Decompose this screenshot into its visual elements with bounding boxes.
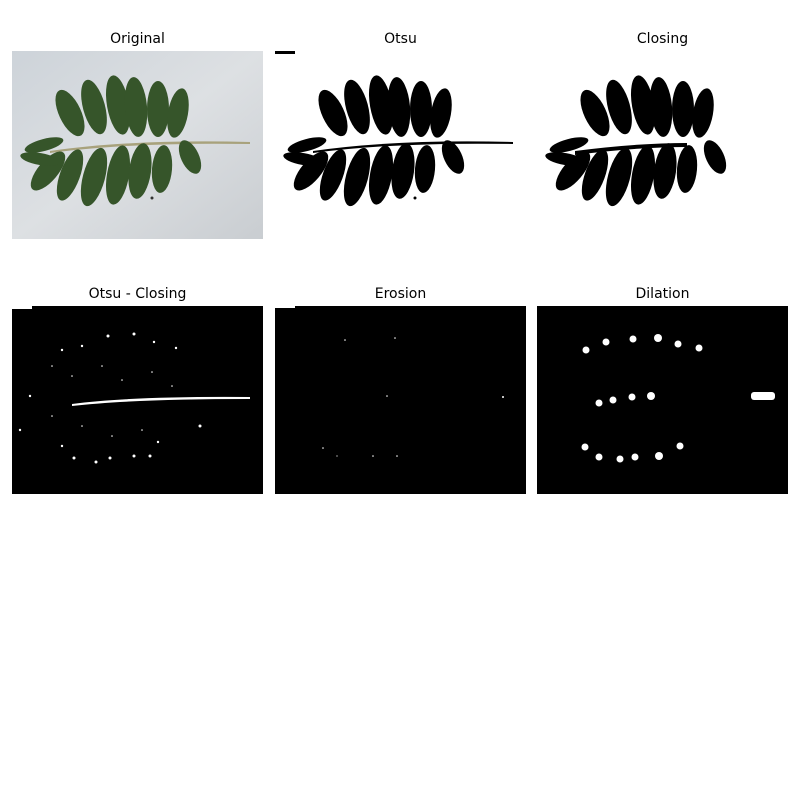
closing-mask-image [537, 51, 788, 239]
panel-title-erosion: Erosion [374, 286, 427, 302]
erosion-image [275, 306, 526, 494]
closing-mask-panel [537, 51, 788, 239]
otsu-mask-image [275, 51, 526, 239]
panel-title-original: Original [110, 31, 165, 47]
erosion-panel [275, 306, 526, 494]
otsu-mask-panel [275, 51, 526, 239]
panel-title-dilation: Dilation [635, 286, 690, 302]
otsu-minus-closing-panel [12, 306, 263, 494]
original-leaf-photo [12, 51, 263, 239]
original-image-panel [12, 51, 263, 239]
dilation-image [537, 306, 788, 494]
panel-title-otsu-minus-closing: Otsu - Closing [88, 286, 187, 302]
panel-title-otsu: Otsu [384, 31, 417, 47]
dilation-panel [537, 306, 788, 494]
panel-title-closing: Closing [636, 31, 689, 47]
otsu-minus-closing-image [12, 306, 263, 494]
